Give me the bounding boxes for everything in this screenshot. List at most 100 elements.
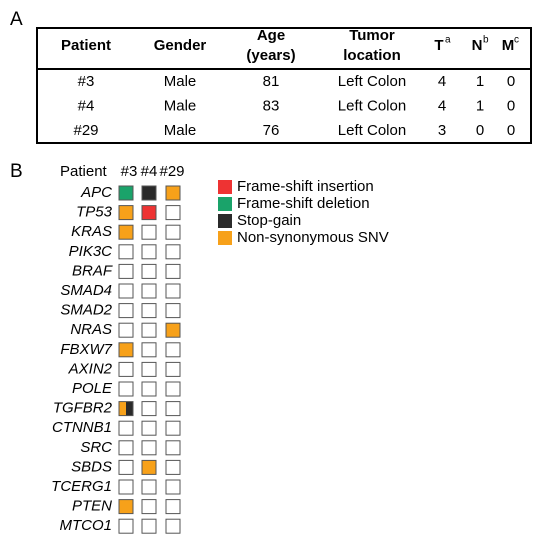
cell-outline (165, 518, 181, 534)
cell-outline (141, 440, 157, 456)
header-superscript: b (483, 35, 489, 46)
cell-outline (118, 342, 134, 358)
table-cell: 4 (438, 73, 446, 90)
cell-outline (141, 263, 157, 279)
table-cell: Male (164, 122, 197, 139)
cell-outline (118, 361, 134, 377)
gene-label: KRAS (71, 223, 112, 240)
header-cell: T (434, 37, 443, 54)
mutation-cell (119, 205, 133, 220)
mutation-cell (119, 401, 126, 416)
cell-outline (141, 224, 157, 240)
table-cell: 0 (476, 122, 484, 139)
mutation-cell (142, 205, 156, 220)
patient-label: #29 (159, 163, 184, 180)
header-cell: M (502, 37, 515, 54)
table-cell: 4 (438, 97, 446, 114)
cell-outline (118, 322, 134, 338)
cell-outline (141, 459, 157, 475)
table-cell: 81 (263, 73, 280, 90)
cell-outline (165, 361, 181, 377)
header-cell: location (343, 47, 401, 64)
mutation-cell (119, 186, 133, 200)
cell-outline (141, 420, 157, 436)
header-cell: Patient (61, 37, 111, 54)
table-cell: 83 (263, 97, 280, 114)
gene-label: BRAF (72, 262, 113, 279)
cell-outline (141, 342, 157, 358)
cell-outline (141, 401, 157, 417)
table-cell: Male (164, 97, 197, 114)
header-cell: Tumor (349, 27, 395, 44)
cell-outline (141, 499, 157, 515)
legend-label: Frame-shift deletion (237, 195, 370, 212)
cell-outline (165, 401, 181, 417)
legend-swatch (218, 197, 232, 211)
mutation-cell (142, 460, 156, 475)
patient-label: #4 (141, 163, 158, 180)
header-cell: N (472, 37, 483, 54)
gene-label: PTEN (72, 498, 112, 515)
mutation-cell (126, 401, 133, 416)
legend-label: Stop-gain (237, 212, 301, 229)
legend-swatch (218, 180, 232, 194)
panel-label: A (10, 9, 23, 30)
cell-outline (118, 381, 134, 397)
mutation-cell (166, 323, 180, 338)
cell-outline (165, 205, 181, 221)
table-cell: 0 (507, 73, 515, 90)
table-cell: Left Colon (338, 97, 406, 114)
panel-label: B (10, 161, 23, 182)
cell-outline (165, 381, 181, 397)
cell-outline (165, 420, 181, 436)
cell-outline (165, 342, 181, 358)
cell-outline (165, 283, 181, 299)
legend-swatch (218, 214, 232, 228)
header-superscript: c (514, 35, 519, 46)
legend-swatch (218, 231, 232, 245)
mutation-cell (119, 499, 133, 514)
cell-outline (165, 303, 181, 319)
gene-label: SMAD2 (60, 302, 112, 319)
cell-outline (118, 440, 134, 456)
gene-label: SRC (80, 439, 112, 456)
cell-outline (165, 459, 181, 475)
table-cell: 0 (507, 122, 515, 139)
cell-outline (118, 263, 134, 279)
cell-outline (141, 185, 157, 201)
cell-outline (118, 244, 134, 260)
cell-outline (118, 283, 134, 299)
gene-label: TGFBR2 (53, 400, 113, 417)
header-cell: Age (257, 27, 285, 44)
gene-label: PIK3C (69, 243, 113, 260)
table-cell: 3 (438, 122, 446, 139)
gene-label: TP53 (76, 204, 113, 221)
cell-outline (141, 303, 157, 319)
mutation-cell (142, 186, 156, 200)
cell-outline (118, 518, 134, 534)
cell-outline (118, 459, 134, 475)
cell-outline (165, 479, 181, 495)
mutation-cell (119, 225, 133, 240)
gene-label: SMAD4 (60, 282, 112, 299)
cell-outline (141, 381, 157, 397)
header-superscript: a (445, 35, 451, 46)
gene-label: SBDS (71, 458, 112, 475)
gene-label: NRAS (70, 321, 112, 338)
table-cell: 76 (263, 122, 280, 139)
table-border (36, 27, 532, 144)
cell-outline (165, 263, 181, 279)
cell-outline (141, 479, 157, 495)
cell-outline (118, 224, 134, 240)
table-cell: #4 (78, 97, 95, 114)
cell-outline (165, 244, 181, 260)
cell-outline (165, 224, 181, 240)
cell-outline (118, 303, 134, 319)
cell-outline (118, 479, 134, 495)
gene-label: AXIN2 (68, 360, 113, 377)
cell-outline (118, 401, 134, 417)
header-cell: (years) (246, 47, 295, 64)
table-cell: #3 (78, 73, 95, 90)
cell-outline (165, 440, 181, 456)
